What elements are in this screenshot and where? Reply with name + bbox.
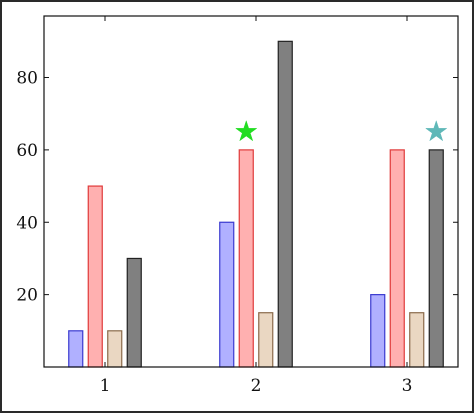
y-tick-label: 60 — [16, 141, 38, 161]
axis-ticks — [44, 16, 458, 367]
plot-area-border — [43, 15, 459, 368]
bar — [126, 257, 142, 368]
y-tick-label: 40 — [16, 213, 38, 233]
tick-labels: 20 40 60 80 1 2 3 — [16, 69, 412, 396]
bar — [238, 149, 254, 368]
bar — [277, 40, 293, 368]
markers — [235, 119, 448, 142]
x-tick-label: 1 — [100, 376, 111, 396]
star-marker-icon — [425, 119, 448, 142]
x-tick-label: 2 — [251, 376, 262, 396]
bars — [68, 40, 444, 368]
bar — [87, 185, 103, 368]
x-tick-label: 3 — [402, 376, 413, 396]
bar — [370, 294, 386, 368]
bar — [219, 221, 235, 368]
bar — [389, 149, 405, 368]
bar — [258, 312, 274, 368]
bar — [409, 312, 425, 368]
star-marker-icon — [235, 119, 258, 142]
bar — [68, 330, 84, 368]
bar — [107, 330, 123, 368]
y-tick-label: 20 — [16, 286, 38, 306]
y-tick-label: 80 — [16, 69, 38, 89]
bar — [428, 149, 444, 368]
